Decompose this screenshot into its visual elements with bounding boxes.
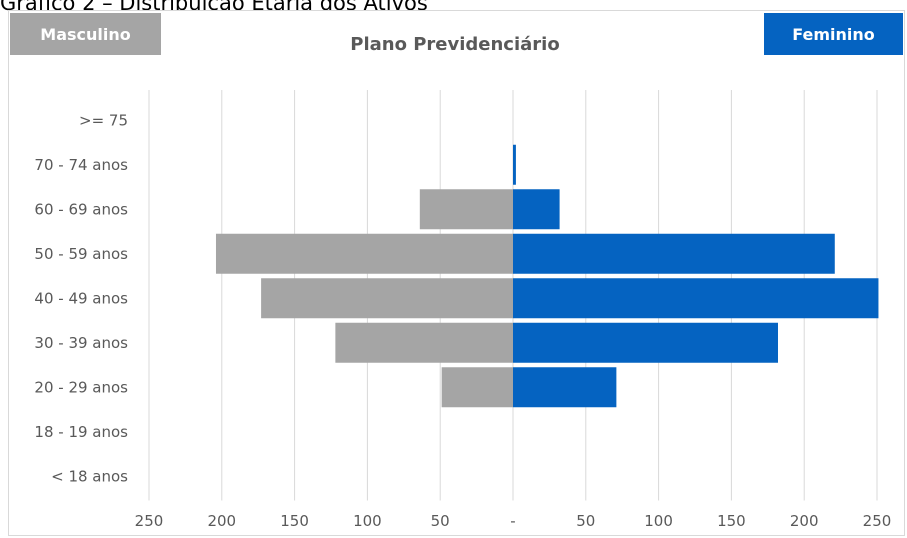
x-tick-label: 200 [790, 512, 819, 530]
y-category-label: < 18 anos [51, 467, 128, 485]
y-category-label: 60 - 69 anos [34, 200, 128, 218]
x-tick-label: 100 [353, 512, 382, 530]
bar-feminino [513, 278, 879, 319]
y-category-label: 40 - 49 anos [34, 289, 128, 307]
bar-masculino [335, 322, 513, 363]
chart-title: Plano Previdenciário [350, 34, 560, 55]
bar-masculino [261, 278, 513, 319]
bar-feminino [513, 322, 778, 363]
x-tick-label: 50 [576, 512, 595, 530]
bar-masculino [419, 189, 513, 230]
x-tick-label: 250 [135, 512, 164, 530]
legend-masculino: Masculino [10, 13, 161, 55]
y-category-label: 50 - 59 anos [34, 245, 128, 263]
x-tick-label: 150 [717, 512, 746, 530]
y-category-label: >= 75 [79, 111, 128, 129]
x-tick-label: 150 [280, 512, 309, 530]
y-category-label: 20 - 29 anos [34, 378, 128, 396]
bar-feminino [513, 367, 617, 408]
y-category-label: 70 - 74 anos [34, 156, 128, 174]
bar-feminino [513, 144, 516, 185]
x-tick-label: 50 [431, 512, 450, 530]
y-category-label: 30 - 39 anos [34, 334, 128, 352]
x-tick-label: 250 [863, 512, 892, 530]
x-tick-label: 200 [207, 512, 236, 530]
bar-feminino [513, 189, 560, 230]
x-tick-label: - [510, 512, 515, 530]
bar-masculino [215, 233, 513, 274]
bar-feminino [513, 233, 835, 274]
bar-masculino [441, 367, 513, 408]
y-category-label: 18 - 19 anos [34, 423, 128, 441]
x-tick-label: 100 [644, 512, 673, 530]
legend-feminino: Feminino [764, 13, 903, 55]
